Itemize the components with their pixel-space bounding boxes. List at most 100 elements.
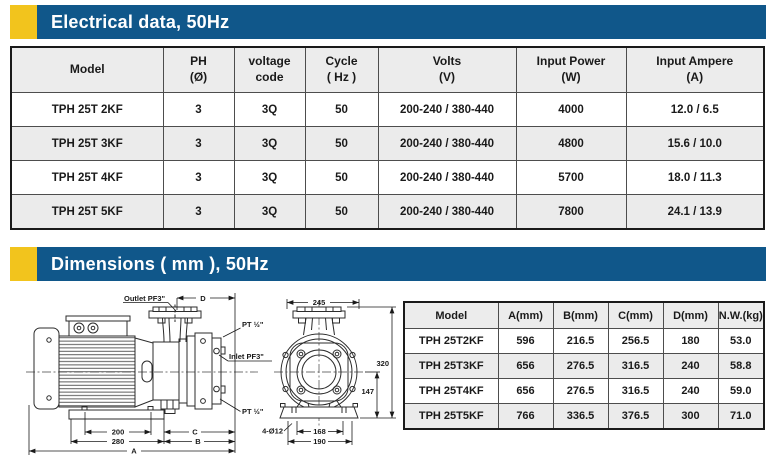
table-row: TPH 25T3KF 656 276.5 316.5 240 58.8 bbox=[403, 353, 765, 379]
dim-b-label: B bbox=[195, 437, 201, 446]
cell-model: TPH 25T 4KF bbox=[10, 160, 164, 195]
cell-input-power: 7800 bbox=[515, 194, 627, 230]
cell-a: 596 bbox=[497, 328, 554, 354]
cell-b: 276.5 bbox=[552, 353, 609, 379]
electrical-section-banner: Electrical data, 50Hz bbox=[10, 5, 766, 39]
pump-front-view bbox=[274, 300, 366, 426]
cell-cycle: 50 bbox=[304, 92, 379, 127]
cell-a: 766 bbox=[497, 403, 554, 430]
dim-245-label: 245 bbox=[313, 298, 326, 307]
cell-input-power: 5700 bbox=[515, 160, 627, 195]
yellow-accent-square bbox=[10, 247, 37, 281]
cell-ph: 3 bbox=[162, 160, 235, 195]
outlet-label: Outlet PF3" bbox=[124, 294, 166, 303]
table-row: TPH 25T 4KF 3 3Q 50 200-240 / 380-440 57… bbox=[10, 160, 765, 195]
inlet-label: Inlet PF3" bbox=[229, 352, 264, 361]
col-header-nw: N.W.(kg) bbox=[717, 301, 765, 329]
cell-a: 656 bbox=[497, 378, 554, 404]
cell-model: TPH 25T 2KF bbox=[10, 92, 164, 127]
cell-voltage-code: 3Q bbox=[233, 92, 306, 127]
cell-d: 240 bbox=[662, 378, 719, 404]
dim-320-label: 320 bbox=[376, 359, 389, 368]
electrical-section-title: Electrical data, 50Hz bbox=[37, 5, 766, 39]
cell-voltage-code: 3Q bbox=[233, 194, 306, 230]
dimensions-section-title: Dimensions ( mm ), 50Hz bbox=[37, 247, 766, 281]
electrical-header-row: Model PH (Ø) voltage code Cycle( Hz ) Volt… bbox=[10, 46, 765, 93]
cell-input-power: 4000 bbox=[515, 92, 627, 127]
cell-input-ampere: 24.1 / 13.9 bbox=[625, 194, 765, 230]
cell-ph: 3 bbox=[162, 126, 235, 161]
cell-c: 376.5 bbox=[607, 403, 664, 430]
pt-bottom-label: PT ½" bbox=[242, 407, 264, 416]
pt-top-label: PT ½" bbox=[242, 320, 264, 329]
cell-input-ampere: 12.0 / 6.5 bbox=[625, 92, 765, 127]
dim-280-label: 280 bbox=[112, 437, 125, 446]
cell-input-ampere: 15.6 / 10.0 bbox=[625, 126, 765, 161]
dimensions-table: Model A(mm) B(mm) C(mm) D(mm) N.W.(kg) T… bbox=[403, 301, 765, 430]
cell-model: TPH 25T 3KF bbox=[10, 126, 164, 161]
dim-168-label: 168 bbox=[313, 427, 326, 436]
table-row: TPH 25T5KF 766 336.5 376.5 300 71.0 bbox=[403, 403, 765, 430]
cell-b: 216.5 bbox=[552, 328, 609, 354]
cell-b: 336.5 bbox=[552, 403, 609, 430]
dimensions-section-banner: Dimensions ( mm ), 50Hz bbox=[10, 247, 766, 281]
col-header-model: Model bbox=[403, 301, 499, 329]
cell-cycle: 50 bbox=[304, 160, 379, 195]
table-row: TPH 25T 3KF 3 3Q 50 200-240 / 380-440 48… bbox=[10, 126, 765, 161]
col-header-a: A(mm) bbox=[497, 301, 554, 329]
cell-nw: 71.0 bbox=[717, 403, 765, 430]
dim-200-label: 200 bbox=[112, 428, 125, 437]
table-row: TPH 25T4KF 656 276.5 316.5 240 59.0 bbox=[403, 378, 765, 404]
dimension-annotations: D 200 C 280 B A Outlet PF3" PT ½" bbox=[28, 293, 396, 456]
cell-ph: 3 bbox=[162, 194, 235, 230]
cell-d: 240 bbox=[662, 353, 719, 379]
electrical-data-table: Model PH (Ø) voltage code Cycle( Hz ) Volt… bbox=[10, 46, 765, 230]
col-header-input-power: Input Power (W) bbox=[515, 46, 627, 93]
cell-model: TPH 25T 5KF bbox=[10, 194, 164, 230]
cell-voltage-code: 3Q bbox=[233, 126, 306, 161]
dim-d-label: D bbox=[200, 294, 206, 303]
table-row: TPH 25T 5KF 3 3Q 50 200-240 / 380-440 78… bbox=[10, 194, 765, 230]
cell-model: TPH 25T5KF bbox=[403, 403, 499, 430]
cell-cycle: 50 bbox=[304, 126, 379, 161]
cell-input-ampere: 18.0 / 11.3 bbox=[625, 160, 765, 195]
dim-190-label: 190 bbox=[313, 437, 326, 446]
dim-a-label: A bbox=[131, 447, 137, 456]
col-header-cycle: Cycle( Hz ) bbox=[304, 46, 379, 93]
col-header-model: Model bbox=[10, 46, 164, 93]
cell-b: 276.5 bbox=[552, 378, 609, 404]
dimensions-header-row: Model A(mm) B(mm) C(mm) D(mm) N.W.(kg) bbox=[403, 301, 765, 329]
cell-nw: 58.8 bbox=[717, 353, 765, 379]
table-row: TPH 25T2KF 596 216.5 256.5 180 53.0 bbox=[403, 328, 765, 354]
cell-d: 300 bbox=[662, 403, 719, 430]
cell-volts: 200-240 / 380-440 bbox=[377, 194, 517, 230]
cell-model: TPH 25T2KF bbox=[403, 328, 499, 354]
col-header-d: D(mm) bbox=[662, 301, 719, 329]
cell-d: 180 bbox=[662, 328, 719, 354]
dim-147-label: 147 bbox=[361, 387, 374, 396]
col-header-voltage-code: voltage code bbox=[233, 46, 306, 93]
cell-nw: 59.0 bbox=[717, 378, 765, 404]
cell-volts: 200-240 / 380-440 bbox=[377, 92, 517, 127]
pump-technical-drawing: D 200 C 280 B A Outlet PF3" PT ½" bbox=[26, 293, 396, 456]
bolt-holes-label: 4-Ø12 bbox=[262, 427, 283, 436]
cell-nw: 53.0 bbox=[717, 328, 765, 354]
yellow-accent-square bbox=[10, 5, 37, 39]
pump-side-view bbox=[26, 304, 258, 420]
cell-ph: 3 bbox=[162, 92, 235, 127]
table-row: TPH 25T 2KF 3 3Q 50 200-240 / 380-440 40… bbox=[10, 92, 765, 127]
col-header-ph: PH (Ø) bbox=[162, 46, 235, 93]
cell-model: TPH 25T4KF bbox=[403, 378, 499, 404]
col-header-input-ampere: Input Ampere (A) bbox=[625, 46, 765, 93]
cell-voltage-code: 3Q bbox=[233, 160, 306, 195]
cell-volts: 200-240 / 380-440 bbox=[377, 126, 517, 161]
col-header-volts: Volts (V) bbox=[377, 46, 517, 93]
col-header-b: B(mm) bbox=[552, 301, 609, 329]
cell-c: 316.5 bbox=[607, 378, 664, 404]
cell-input-power: 4800 bbox=[515, 126, 627, 161]
cell-a: 656 bbox=[497, 353, 554, 379]
col-header-c: C(mm) bbox=[607, 301, 664, 329]
cell-volts: 200-240 / 380-440 bbox=[377, 160, 517, 195]
cell-cycle: 50 bbox=[304, 194, 379, 230]
